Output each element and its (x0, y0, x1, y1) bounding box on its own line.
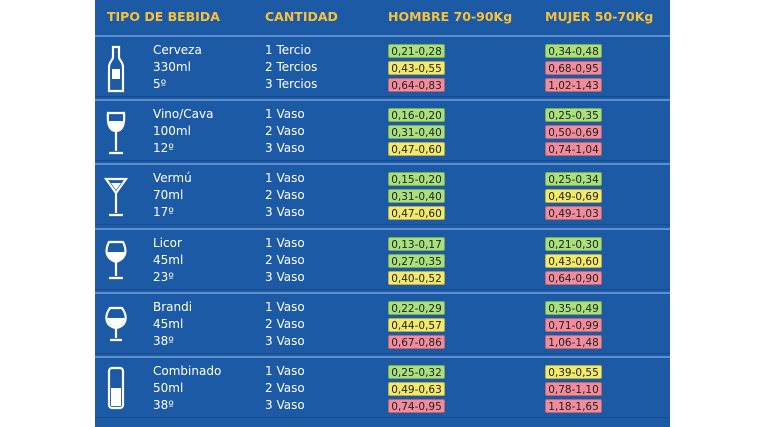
range-mujer: 0,74-1,04 (545, 142, 602, 157)
cantidad: 2 Tercios (265, 60, 318, 74)
range-hombre: 0,47-0,60 (388, 206, 445, 221)
range-mujer: 0,39-0,55 (545, 365, 602, 379)
cantidad: 3 Tercios (265, 77, 318, 91)
cantidad: 3 Vaso (265, 333, 305, 348)
drink-icon (107, 45, 125, 93)
drink-volume: 100ml (153, 124, 191, 139)
drink-degrees: 23º (153, 269, 174, 284)
range-hombre: 0,25-0,32 (388, 365, 445, 379)
cantidad: 1 Vaso (265, 107, 305, 122)
drink-name: Vermú (153, 171, 192, 186)
range-hombre: 0,16-0,20 (388, 108, 445, 123)
range-hombre: 0,13-0,17 (388, 236, 445, 251)
drink-group: Vino/Cava 100ml 12º 1 Vaso 0,16-0,20 0,25-0,3… (95, 99, 670, 162)
header-tipo: TIPO DE BEBIDA (107, 9, 220, 24)
range-hombre: 0,67-0,86 (388, 334, 445, 349)
range-hombre: 0,43-0,55 (388, 61, 445, 75)
cantidad: 1 Tercio (265, 43, 312, 57)
range-hombre: 0,47-0,60 (388, 142, 445, 157)
cantidad: 1 Vaso (265, 299, 305, 314)
range-hombre: 0,40-0,52 (388, 270, 445, 285)
drink-degrees: 5º (153, 77, 167, 91)
header-hombre: HOMBRE 70-90Kg (388, 9, 513, 24)
drink-degrees: 17º (153, 205, 174, 220)
range-mujer: 0,25-0,35 (545, 108, 602, 123)
drink-group: Cerveza 330ml 5º 1 Tercio 0,21-0,28 0,34-0,48… (95, 35, 670, 97)
drink-degrees: 38º (153, 333, 174, 348)
header-cantidad: CANTIDAD (265, 9, 338, 24)
drink-volume: 45ml (153, 252, 184, 267)
cantidad: 1 Vaso (265, 171, 305, 186)
range-mujer: 0,21-0,30 (545, 236, 602, 251)
range-hombre: 0,49-0,63 (388, 382, 445, 396)
cantidad: 2 Vaso (265, 381, 305, 395)
drink-name: Licor (153, 235, 182, 250)
drink-name: Brandi (153, 299, 193, 314)
drink-group: Vermú 70ml 17º 1 Vaso 0,15-0,20 0,25-0,34 2 Va… (95, 163, 670, 226)
header-mujer: MUJER 50-70Kg (545, 9, 654, 24)
range-hombre: 0,22-0,29 (388, 300, 445, 315)
range-mujer: 0,68-0,95 (545, 61, 602, 75)
range-hombre: 0,74-0,95 (388, 399, 445, 413)
drink-icon (105, 306, 127, 341)
range-hombre: 0,31-0,40 (388, 189, 445, 204)
range-mujer: 1,06-1,48 (545, 334, 602, 349)
range-mujer: 0,35-0,49 (545, 300, 602, 315)
drink-icon (105, 240, 127, 279)
drink-degrees: 38º (153, 398, 174, 412)
range-mujer: 1,18-1,65 (545, 399, 602, 413)
range-mujer: 0,43-0,60 (545, 253, 602, 268)
range-mujer: 0,34-0,48 (545, 44, 602, 58)
drink-name: Vino/Cava (153, 107, 214, 122)
range-hombre: 0,44-0,57 (388, 317, 445, 332)
cantidad: 1 Vaso (265, 364, 305, 378)
range-hombre: 0,27-0,35 (388, 253, 445, 268)
drink-volume: 70ml (153, 188, 184, 203)
drink-degrees: 12º (153, 141, 174, 156)
drink-icon (106, 112, 126, 155)
range-hombre: 0,31-0,40 (388, 125, 445, 140)
drink-icon (103, 178, 129, 217)
drink-volume: 50ml (153, 381, 184, 395)
cantidad: 2 Vaso (265, 124, 305, 139)
range-hombre: 0,21-0,28 (388, 44, 445, 58)
cantidad: 3 Vaso (265, 398, 305, 412)
range-mujer: 0,50-0,69 (545, 125, 602, 140)
cantidad: 3 Vaso (265, 269, 305, 284)
drink-volume: 45ml (153, 316, 184, 331)
range-mujer: 0,49-1,03 (545, 206, 602, 221)
drink-group: Combinado 50ml 38º 1 Vaso 0,25-0,32 0,39-0,55… (95, 356, 670, 418)
cantidad: 3 Vaso (265, 205, 305, 220)
drink-group: Licor 45ml 23º 1 Vaso 0,13-0,17 0,21-0,30 2 Va… (95, 227, 670, 290)
range-mujer: 0,25-0,34 (545, 172, 602, 187)
drink-icon (107, 366, 125, 410)
cantidad: 1 Vaso (265, 235, 305, 250)
drink-name: Combinado (153, 364, 222, 378)
range-mujer: 1,02-1,43 (545, 78, 602, 92)
cantidad: 3 Vaso (265, 141, 305, 156)
range-mujer: 0,64-0,90 (545, 270, 602, 285)
drink-name: Cerveza (153, 43, 202, 57)
range-hombre: 0,15-0,20 (388, 172, 445, 187)
drink-volume: 330ml (153, 60, 191, 74)
cantidad: 2 Vaso (265, 316, 305, 331)
range-mujer: 0,49-0,69 (545, 189, 602, 204)
range-mujer: 0,71-0,99 (545, 317, 602, 332)
range-mujer: 0,78-1,10 (545, 382, 602, 396)
range-hombre: 0,64-0,83 (388, 78, 445, 92)
cantidad: 2 Vaso (265, 252, 305, 267)
drink-group: Brandi 45ml 38º 1 Vaso 0,22-0,29 0,35-0,49 2 V… (95, 291, 670, 354)
cantidad: 2 Vaso (265, 188, 305, 203)
table-panel: TIPO DE BEBIDA CANTIDAD HOMBRE 70-90Kg M… (95, 0, 670, 427)
